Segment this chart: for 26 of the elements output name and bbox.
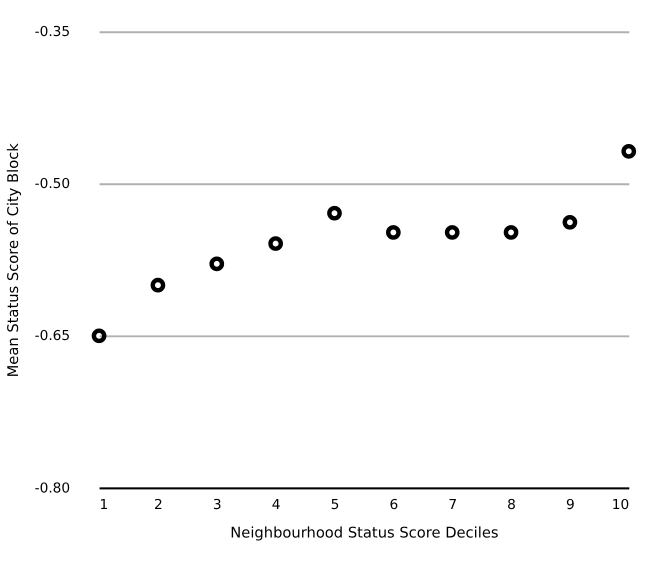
x-tick-label: 7	[448, 496, 458, 513]
x-tick-label: 5	[330, 496, 340, 513]
y-tick-label: -0.35	[34, 24, 70, 40]
point	[504, 225, 518, 240]
y-tick-label: -0.50	[34, 176, 70, 192]
point	[327, 206, 342, 221]
point	[621, 144, 636, 159]
x-tick-label: 4	[272, 496, 280, 513]
point	[386, 225, 401, 240]
x-axis-title: Neighbourhood Status Score Deciles	[230, 524, 499, 542]
x-tick-label: 3	[212, 496, 222, 513]
point	[268, 236, 283, 251]
x-tick-label: 6	[389, 496, 398, 513]
y-tick-label: -0.65	[34, 328, 70, 344]
point	[209, 256, 224, 272]
x-tick-label: 8	[507, 496, 516, 513]
y-axis-title: Mean Status Score of City Block	[4, 142, 22, 378]
x-tick-label: 10	[612, 496, 630, 513]
point	[150, 278, 166, 292]
point	[444, 225, 460, 240]
x-tick-label: 1	[100, 496, 108, 513]
x-tick-label: 2	[154, 496, 163, 513]
point	[562, 214, 578, 230]
point	[92, 328, 106, 344]
x-tick-label: 9	[566, 496, 575, 513]
y-tick-label: -0.80	[34, 480, 70, 496]
